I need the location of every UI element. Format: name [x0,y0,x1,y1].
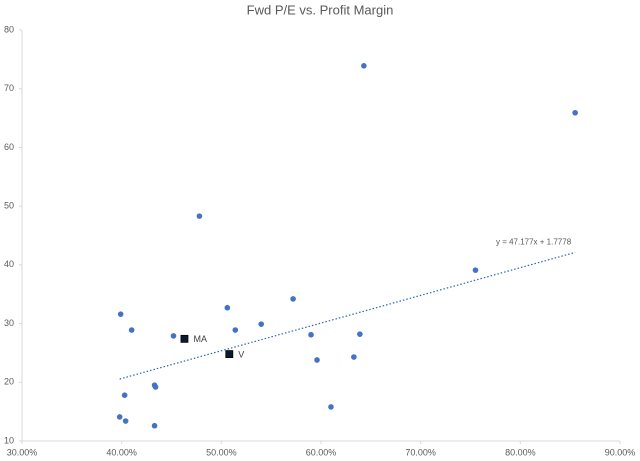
y-tick-label: 40 [4,259,14,269]
point [290,296,296,302]
point [151,422,158,429]
y-tick-label: 20 [4,377,14,387]
x-tick-label: 60.00% [306,447,337,457]
point [224,304,231,311]
y-tick-label: 50 [4,201,14,211]
point [225,350,234,359]
point [308,331,314,338]
x-tick-label: 50.00% [206,447,237,457]
y-tick-label: 80 [4,24,14,34]
point [152,384,159,390]
point [122,418,129,424]
x-tick-label: 70.00% [405,447,436,457]
point [196,213,203,219]
point [361,63,367,69]
y-tick-label: 60 [4,142,14,152]
y-tick-label: 30 [4,318,14,328]
point [128,327,135,333]
point [351,354,357,360]
point [328,404,334,410]
point [314,357,320,363]
point [180,334,189,343]
point [232,327,239,333]
x-tick-label: 80.00% [505,447,536,457]
x-tick-label: 90.00% [605,447,636,457]
point-label: MA [193,334,207,344]
x-tick-label: 30.00% [7,447,38,457]
trendline-label: y = 47.177x + 1.7778 [496,238,572,247]
chart-title: Fwd P/E vs. Profit Margin [247,2,394,17]
point [121,392,128,399]
y-tick-label: 10 [4,435,14,445]
point [116,414,123,420]
point [170,333,177,339]
point [117,311,124,317]
x-tick-label: 40.00% [106,447,137,457]
point-label: V [238,349,244,359]
y-tick-label: 70 [4,83,14,93]
point [572,109,578,116]
point [357,331,363,337]
point [258,321,265,327]
point [472,267,479,273]
